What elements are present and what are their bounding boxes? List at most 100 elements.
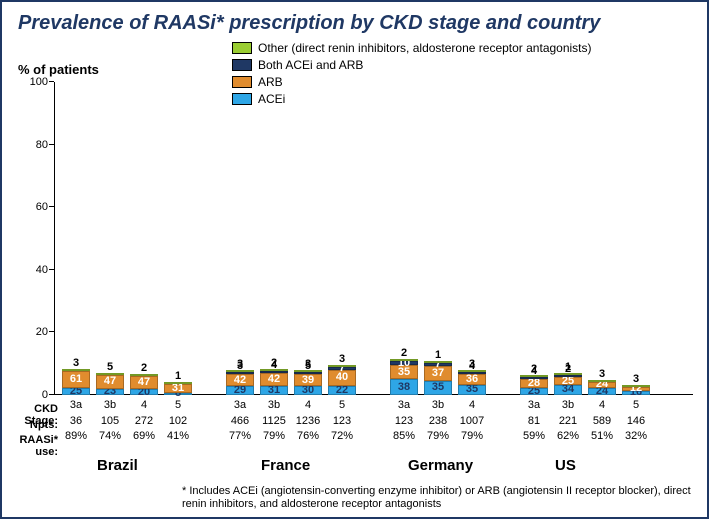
bar-US-5: 16123514632% [622,82,650,395]
bar-Brazil-3a: 256133a3689% [62,82,90,395]
segment-acei: 23 [96,389,124,395]
segment-other: 3 [458,370,486,372]
segment-other: 3 [294,370,322,372]
bar-Germany-4: 3536434100779% [458,82,486,395]
bar-stage-label: 4 [130,399,158,411]
legend-item-other: Other (direct renin inhibitors, aldoster… [232,40,592,56]
footnote: * Includes ACEi (angiotensin-converting … [182,485,693,511]
bar-use-label: 89% [62,430,90,442]
bar-npts-label: 36 [62,415,90,427]
legend-label: Other (direct renin inhibitors, aldoster… [258,40,592,56]
segment-acei: 20 [130,389,158,395]
bar-France-4: 3039534123676% [294,82,322,395]
segment-arb: 42 [226,374,254,387]
bar-npts-label: 146 [622,415,650,427]
y-tick-label: 60 [20,201,48,213]
segment-other: 1 [424,361,452,363]
legend-swatch-both [232,59,252,71]
bar-use-label: 79% [260,430,288,442]
bar-npts-label: 1007 [458,415,486,427]
bar-use-label: 85% [390,430,418,442]
bar-Germany-3a: 38351023a12385% [390,82,418,395]
segment-both: 10 [390,361,418,365]
y-axis-label: % of patients [18,62,99,77]
bar-stage-label: 3a [390,399,418,411]
bar-stage-label: 3a [62,399,90,411]
bar-npts-label: 1125 [260,415,288,427]
bar-use-label: 62% [554,430,582,442]
bar-use-label: 77% [226,430,254,442]
legend-label: Both ACEi and ARB [258,57,363,73]
legend-item-both: Both ACEi and ARB [232,57,592,73]
bar-France-3a: 2942333a46677% [226,82,254,395]
bar-npts-label: 221 [554,415,582,427]
segment-other: 3 [622,385,650,387]
segment-other: 3 [226,370,254,372]
segment-acei: 31 [260,386,288,395]
row-header-use: RAASi* use: [2,434,58,458]
bar-stage-label: 3b [96,399,124,411]
y-tick-label: 80 [20,139,48,151]
bar-France-5: 224073512372% [328,82,356,395]
segment-other: 1 [554,373,582,375]
segment-arb: 31 [164,384,192,393]
bar-stage-label: 3b [554,399,582,411]
segment-other: 2 [260,369,288,371]
segment-arb: 47 [130,376,158,389]
legend-swatch-other [232,42,252,54]
bar-npts-label: 81 [520,415,548,427]
bar-npts-label: 105 [96,415,124,427]
segment-both: 4 [520,377,548,379]
segment-both: 3 [226,372,254,374]
bar-npts-label: 1236 [294,415,322,427]
segment-other: 2 [390,359,418,361]
bar-npts-label: 123 [328,415,356,427]
y-tick-label: 100 [20,76,48,88]
segment-arb: 47 [96,375,124,388]
country-label-Brazil: Brazil [97,457,138,474]
bar-use-label: 69% [130,430,158,442]
row-header-npts: Npts: [2,419,58,431]
segment-other: 1 [164,382,192,384]
plot-area: 020406080100256133a3689%234753b10574%204… [54,82,693,395]
bar-France-3b: 3142423b112579% [260,82,288,395]
bar-Brazil-5: 8311510241% [164,82,192,395]
y-tick-label: 20 [20,326,48,338]
bar-use-label: 32% [622,430,650,442]
segment-other: 2 [520,375,548,377]
bar-US-4: 24243458951% [588,82,616,395]
country-label-US: US [555,457,576,474]
segment-other: 5 [96,373,124,375]
bar-stage-label: 5 [328,399,356,411]
segment-acei: 38 [390,379,418,395]
bar-stage-label: 5 [622,399,650,411]
segment-acei: 22 [328,386,356,395]
segment-arb: 25 [554,377,582,385]
bar-US-3a: 2528423a8159% [520,82,548,395]
segment-other: 2 [130,374,158,376]
bar-npts-label: 123 [390,415,418,427]
bar-npts-label: 102 [164,415,192,427]
segment-arb: 42 [260,373,288,386]
bar-Germany-3b: 3537713b23879% [424,82,452,395]
segment-arb: 24 [588,382,616,389]
segment-acei: 30 [294,386,322,395]
bar-stage-label: 4 [588,399,616,411]
segment-arb: 36 [458,374,486,385]
bar-use-label: 59% [520,430,548,442]
bar-stage-label: 3a [520,399,548,411]
bar-stage-label: 4 [458,399,486,411]
bar-npts-label: 272 [130,415,158,427]
segment-acei: 29 [226,386,254,395]
bar-stage-label: 3b [424,399,452,411]
segment-acei: 25 [62,388,90,395]
bar-use-label: 41% [164,430,192,442]
country-label-France: France [261,457,310,474]
bar-use-label: 51% [588,430,616,442]
bar-use-label: 79% [424,430,452,442]
segment-arb: 12 [622,387,650,390]
segment-other: 3 [328,365,356,367]
segment-arb: 61 [62,371,90,388]
segment-both: 4 [458,372,486,374]
chart-title: Prevalence of RAASi* prescription by CKD… [18,12,693,35]
